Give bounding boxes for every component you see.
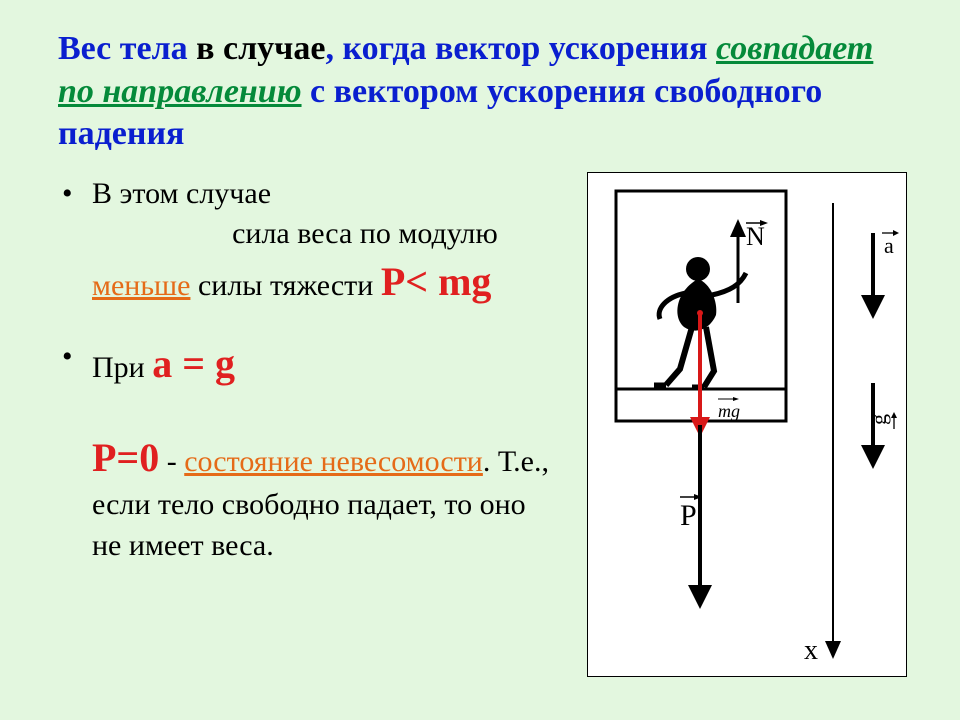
b2-prefix: При <box>92 351 152 384</box>
label-a: a <box>884 233 894 258</box>
bullet-1: В этом случае ВВВВВВВсила веса по модулю… <box>58 174 557 309</box>
title-part1: Вес тела <box>58 30 196 67</box>
b2-eq1: a = g <box>152 341 235 386</box>
label-x: x <box>804 635 818 666</box>
arrow-g: g <box>861 383 897 469</box>
b2-state: состояние невесомости <box>184 445 483 478</box>
arrow-N: N <box>730 219 768 303</box>
b1-text-b: сила веса по модулю <box>232 217 498 250</box>
slide-body: В этом случае ВВВВВВВсила веса по модулю… <box>58 170 912 677</box>
slide-title: Вес тела в случае, когда вектор ускорени… <box>58 28 912 156</box>
label-N: N <box>746 222 765 251</box>
arrow-a: a <box>861 230 899 319</box>
b2-eq2: P=0 <box>92 435 159 480</box>
b2-dash: - <box>159 445 184 478</box>
label-mg: mg <box>718 401 740 421</box>
bullet-2: При a = g P=0 - состояние невесомости. Т… <box>58 337 557 567</box>
arrow-P: P <box>680 425 712 609</box>
b1-text-a: В этом случае <box>92 177 271 210</box>
diagram-svg: N mg <box>588 173 908 678</box>
left-column: В этом случае ВВВВВВВсила веса по модулю… <box>58 170 557 677</box>
arrow-x-axis: x <box>804 203 841 666</box>
right-column: N mg <box>587 170 912 677</box>
b1-text-c: силы тяжести <box>190 269 380 302</box>
slide: Вес тела в случае, когда вектор ускорени… <box>0 0 960 720</box>
title-part2: в случае <box>196 30 325 67</box>
title-part3: , <box>325 30 342 67</box>
title-part4: когда вектор ускорения <box>342 30 716 67</box>
b1-orange: меньше <box>92 269 190 302</box>
label-g: g <box>866 414 891 425</box>
b1-formula: P< mg <box>381 259 492 304</box>
label-P: P <box>680 499 697 532</box>
diagram: N mg <box>587 172 907 677</box>
